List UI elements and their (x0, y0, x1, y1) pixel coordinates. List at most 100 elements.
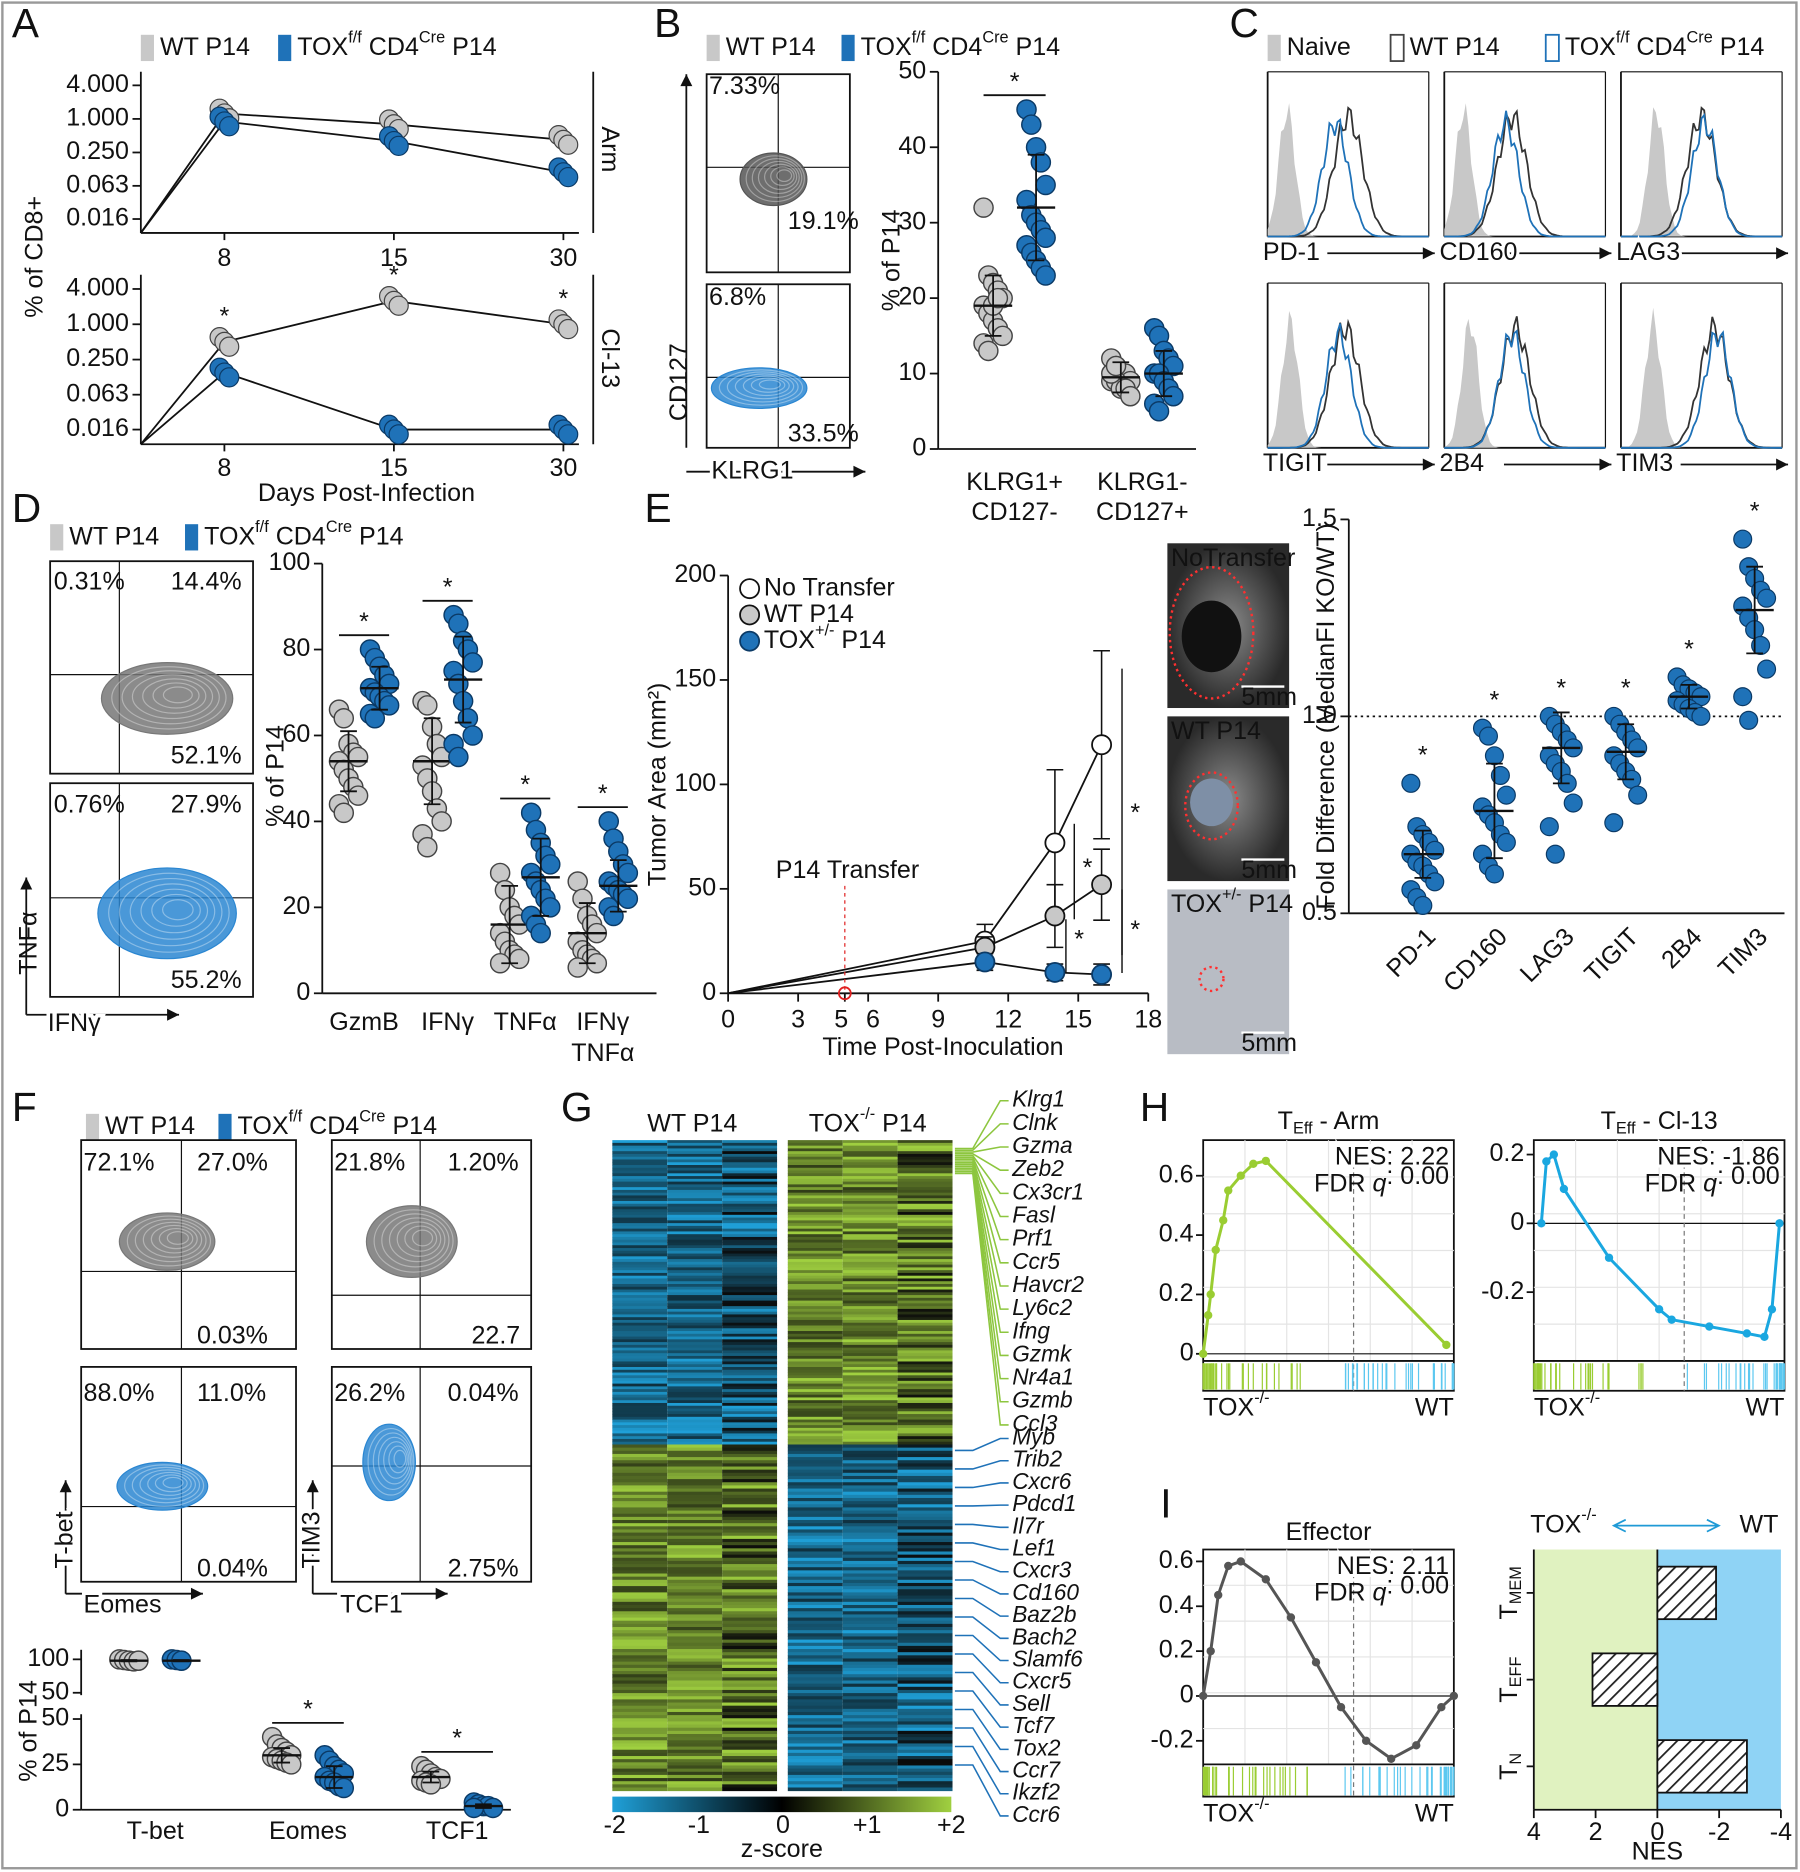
data-point (333, 802, 355, 824)
heatmap-cell (612, 1737, 668, 1741)
heatmap-cell (612, 1573, 668, 1578)
heatmap-cell (787, 1721, 843, 1726)
heatmap-cell (842, 1752, 898, 1757)
heatmap-cell (612, 1749, 668, 1754)
significance-star: * (1556, 675, 1566, 703)
gene-label: Havcr2 (1012, 1271, 1084, 1297)
heatmap-cell (842, 1759, 898, 1763)
gene-label: Ccr5 (1012, 1248, 1060, 1274)
heatmap-cell (897, 1689, 953, 1694)
contour (373, 1209, 454, 1273)
heatmap-cell (787, 1264, 843, 1268)
heatmap-cell (842, 1756, 898, 1760)
heatmap-cell (842, 1339, 898, 1343)
legend-marker (739, 578, 761, 600)
heatmap-cell (787, 1601, 843, 1606)
error-bar (1155, 350, 1173, 398)
heatmap-cell (842, 1737, 898, 1741)
heatmap-cell (667, 1526, 723, 1530)
heatmap-cell (787, 1696, 843, 1700)
heatmap-cell (612, 1611, 668, 1615)
heatmap-cell (787, 1198, 843, 1202)
heatmap-cell (842, 1375, 898, 1379)
gene-connector (954, 1671, 1009, 1706)
heatmap-cell (842, 1278, 898, 1282)
heatmap-cell (787, 1491, 843, 1496)
heatmap-cell (842, 1601, 898, 1606)
heatmap-cell (787, 1658, 843, 1663)
heatmap-cell (612, 1727, 668, 1732)
heatmap-cell (787, 1181, 843, 1185)
heatmap-cell (667, 1604, 723, 1609)
data-point (1490, 765, 1510, 786)
heatmap-cell (612, 1686, 668, 1691)
curve-point (1261, 1575, 1271, 1584)
heatmap-cell (722, 1167, 778, 1172)
x-tick-label: TIM3 (1713, 923, 1773, 983)
x-tick-label: LAG3 (1515, 923, 1580, 988)
tumor-photo (1167, 889, 1290, 1055)
heatmap-cell (842, 1187, 898, 1191)
heatmap-cell (667, 1339, 723, 1343)
scale-label: 5mm (1241, 856, 1297, 884)
heatmap-cell (787, 1281, 843, 1285)
arrow-head (1599, 247, 1612, 260)
gene-connector (954, 1160, 1009, 1264)
heatmap-cell (667, 1378, 723, 1382)
curve-point (1361, 1736, 1371, 1746)
flow-axis-label: T-bet (50, 1511, 78, 1568)
heatmap-cell (667, 1664, 723, 1669)
heatmap-cell (612, 1156, 668, 1160)
heatmap-cell (722, 1198, 778, 1202)
legend-label-part: Cre (1687, 29, 1713, 47)
plot-title: TEff - Cl-13 (1601, 1107, 1718, 1138)
heatmap-cell (722, 1488, 778, 1493)
heatmap-cell (667, 1300, 723, 1304)
heatmap-cell (612, 1165, 668, 1169)
heatmap-cell (612, 1778, 668, 1782)
heatmap-cell (842, 1145, 898, 1149)
data-point (1739, 710, 1759, 730)
heatmap-cell (897, 1693, 953, 1697)
heatmap-cell (612, 1336, 668, 1340)
contour (147, 1471, 192, 1496)
heatmap-cell (897, 1551, 953, 1556)
heatmap-cell (722, 1718, 778, 1722)
gene-label: Ly6c2 (1012, 1294, 1072, 1320)
heatmap-cell (722, 1425, 778, 1429)
heatmap-cell (667, 1259, 723, 1263)
heatmap-cell (612, 1220, 668, 1224)
y-tick-label: 40 (282, 806, 310, 834)
heatmap-cell (667, 1601, 723, 1606)
heatmap-cell (842, 1408, 898, 1412)
heatmap-cell (787, 1513, 843, 1518)
panel-label: A (12, 0, 39, 46)
heatmap-cell (722, 1248, 778, 1252)
heatmap-cell (612, 1759, 668, 1763)
data-point (1733, 529, 1753, 549)
data-point (540, 897, 561, 918)
heatmap-cell (897, 1369, 953, 1374)
heatmap-cell (722, 1564, 778, 1568)
heatmap-cell (787, 1608, 843, 1612)
data-point (617, 888, 639, 910)
heatmap-cell (842, 1705, 898, 1710)
panel-label: I (1160, 1480, 1171, 1526)
heatmap-cell (897, 1743, 953, 1748)
end-label: TOX-/- (1203, 1389, 1269, 1421)
quadrant-label: 11.0% (197, 1379, 266, 1407)
curve-point (1261, 1156, 1271, 1166)
curve-point (1204, 1311, 1213, 1320)
heatmap-cell (897, 1372, 953, 1376)
y-tick-label: 200 (674, 560, 716, 588)
heatmap-cell (722, 1380, 778, 1385)
heatmap-cell (667, 1759, 723, 1763)
contour (129, 883, 216, 940)
gene-connector (954, 1153, 1009, 1171)
heatmap-cell (787, 1444, 843, 1449)
panel-label: B (654, 0, 681, 46)
heatmap-cell (787, 1595, 843, 1600)
heatmap-cell (842, 1554, 898, 1559)
y-tick-label: -0.2 (1150, 1725, 1193, 1753)
